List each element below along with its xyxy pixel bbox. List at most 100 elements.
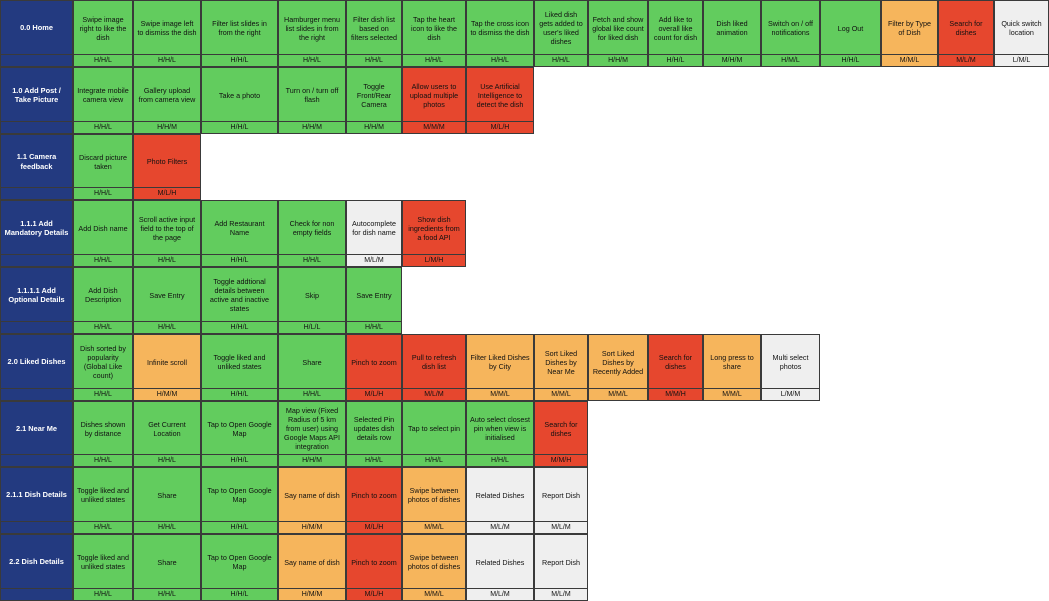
priority-label: M/L/H [347,588,401,600]
row-label: 1.1.1 Add Mandatory Details [4,218,69,237]
feature-text: Search for dishes [949,19,983,37]
row-header-strip [1,121,72,133]
feature-cell: Toggle liked and unliked states H/H/L [201,334,278,401]
feature-text: Selected Pin updates dish details row [353,415,395,442]
priority-label: H/H/L [134,588,200,600]
priority-label: H/H/M [347,121,401,133]
feature-text: Photo Filters [146,157,188,166]
feature-cell: Allow users to upload multiple photos M/M… [402,67,466,134]
feature-text: Dish sorted by popularity (Global Like c… [80,344,126,380]
feature-cell: Dish liked animation M/H/M [703,0,761,67]
feature-cell: Take a photo H/H/L [201,67,278,134]
feature-cell: Gallery upload from camera view H/H/M [133,67,201,134]
feature-text: Search for dishes [658,353,693,371]
feature-text: Toggle liked and unliked states [77,486,129,504]
feature-cell: Turn on / turn off flash H/H/M [278,67,346,134]
priority-label: H/H/L [649,54,702,66]
priority-label: H/H/L [202,121,277,133]
priority-label: L/M/L [995,54,1048,66]
feature-cell: Report Dish M/L/M [534,534,588,601]
feature-text: Liked dish gets added to user's liked di… [539,10,583,46]
feature-text: Tap to Open Google Map [207,553,272,571]
feature-text: Show dish ingredients from a food API [408,214,460,242]
feature-cell: Pinch to zoom M/L/H [346,334,402,401]
feature-text: Add Restaurant Name [214,219,265,237]
feature-cell: Tap the cross icon to dismiss the dish H/… [466,0,534,67]
feature-text: Toggle addtional details between active … [209,277,270,313]
priority-label: H/H/L [74,54,132,66]
feature-cell: Add Restaurant Name H/H/L [201,200,278,267]
priority-label: H/L/L [279,321,345,333]
priority-label: M/L/M [467,521,533,533]
feature-text: Scroll active input field to the top of … [138,214,196,242]
feature-cell: Liked dish gets added to user's liked di… [534,0,588,67]
row-header-strip [1,521,72,533]
feature-cell: Related Dishes M/L/M [466,534,534,601]
feature-text: Turn on / turn off flash [285,86,339,104]
priority-label: H/H/L [74,521,132,533]
row-label: 2.1 Near Me [15,423,58,433]
priority-label: M/M/H [649,388,702,400]
feature-text: Tap to Open Google Map [207,486,272,504]
feature-text: Add Dish Description [85,286,121,304]
priority-label: H/M/M [279,588,345,600]
priority-label: M/L/H [134,187,200,199]
row-header-strip [1,321,72,333]
feature-cell: Filter by Type of Dish M/M/L [881,0,938,67]
priority-label: H/M/M [134,388,200,400]
feature-text: Share [302,357,322,367]
feature-text: Take a photo [218,90,261,100]
priority-label: M/M/L [467,388,533,400]
row-label: 2.1.1 Dish Details [6,490,67,500]
priority-label: M/H/M [704,54,760,66]
feature-cell: Search for dishes M/M/H [648,334,703,401]
feature-text: Discard picture taken [79,152,127,171]
priority-label: M/M/L [535,388,587,400]
row-header: 1.0 Add Post / Take Picture [0,67,73,134]
feature-text: Auto select closest pin when view is ini… [470,415,530,442]
feature-text: Check for non empty fields [289,219,335,237]
feature-text: Filter list slides in from the right [212,19,267,37]
feature-cell: Save Entry H/H/L [133,267,201,334]
feature-cell: Map view (Fixed Radius of 5 km from user… [278,401,346,467]
priority-label: M/L/M [403,388,465,400]
priority-label: H/H/M [134,121,200,133]
feature-text: Gallery upload from camera view [138,86,196,104]
feature-text: Hamburger menu list slides in from the r… [284,14,340,42]
feature-cell: Swipe image right to like the dish H/H/L [73,0,133,67]
feature-text: Skip [305,290,319,300]
row-header-strip [1,54,72,66]
priority-label: H/H/L [202,321,277,333]
feature-cell: Fetch and show global like count for lik… [588,0,648,67]
feature-text: Related Dishes [475,490,525,500]
feature-cell: Tap to select pin H/H/L [402,401,466,467]
feature-text: Add like to overall like count for dish [653,14,698,42]
row-label: 1.1.1.1 Add Optional Details [8,285,65,304]
priority-label: H/H/L [279,388,345,400]
feature-cell: Swipe image left to dismiss the dish H/H/… [133,0,201,67]
row-header-strip [1,454,72,466]
feature-text: Multi select photos [772,353,809,371]
feature-text: Infinite scroll [147,357,187,367]
feature-cell: Share H/H/L [278,334,346,401]
feature-text: Report Dish [542,557,580,567]
feature-text: Quick switch location [1001,19,1042,37]
feature-text: Swipe image right to like the dish [79,14,127,42]
feature-text: Search for dishes [544,419,578,438]
feature-text: Tap to Open Google Map [207,419,272,438]
feature-cell: Get Current Location H/H/L [133,401,201,467]
priority-label: M/M/L [589,388,647,400]
priority-label: H/H/M [279,121,345,133]
feature-cell: Switch on / off notifications H/M/L [761,0,820,67]
feature-text: Sort Liked Dishes by Recently Added [592,348,644,376]
feature-text: Use Artificial Intelligence to detect th… [476,81,524,109]
priority-label: M/M/L [882,54,937,66]
feature-cell: Pull to refresh dish list M/L/M [402,334,466,401]
priority-label: H/H/L [279,254,345,266]
feature-text: Tap the cross icon to dismiss the dish [470,19,530,37]
feature-text: Pinch to zoom [351,357,397,367]
feature-text: Tap to select pin [408,424,460,433]
priority-label: M/L/M [535,521,587,533]
feature-text: Save Entry [356,290,392,300]
feature-cell: Tap the heart icon to like the dish H/H/L [402,0,466,67]
